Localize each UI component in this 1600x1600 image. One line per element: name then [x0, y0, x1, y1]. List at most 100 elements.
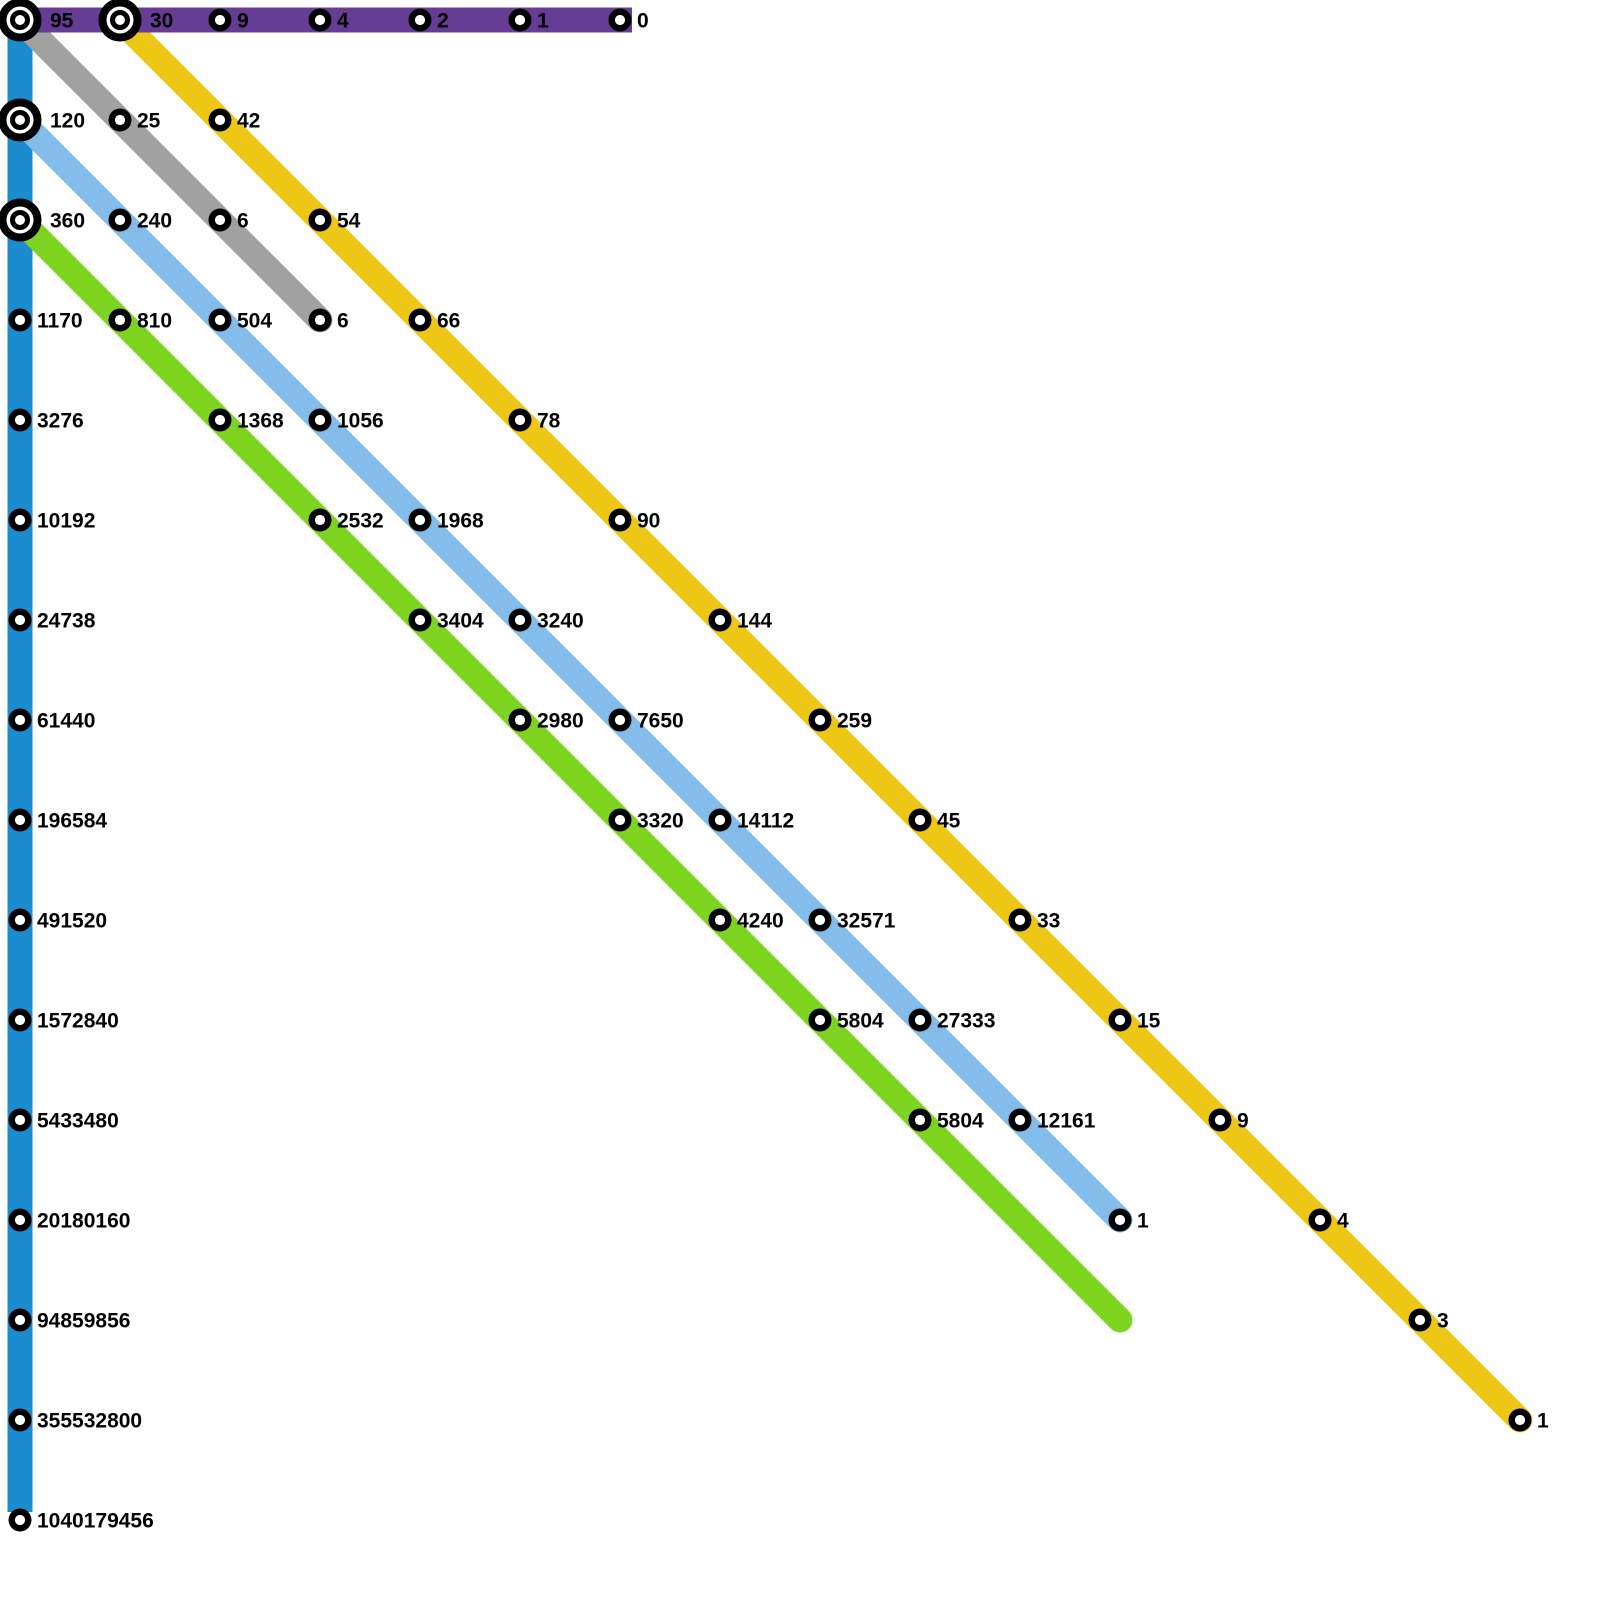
station-label-42: 42 — [237, 110, 260, 133]
station-66: 66 — [408, 308, 460, 333]
station-ring — [608, 808, 632, 832]
station-ring — [108, 208, 132, 232]
station-1: 1 — [1508, 1408, 1549, 1433]
station-label-2: 2 — [437, 10, 449, 33]
station-ring — [8, 1108, 32, 1132]
station-ring — [108, 108, 132, 132]
station-5804: 5804 — [908, 1108, 984, 1133]
station-label-78: 78 — [537, 410, 561, 433]
station-ring — [208, 108, 232, 132]
station-label-1056: 1056 — [337, 410, 384, 433]
station-label-0: 0 — [637, 10, 649, 33]
station-1368: 1368 — [208, 408, 284, 433]
station-label-144: 144 — [737, 610, 772, 633]
station-label-259: 259 — [837, 710, 872, 733]
station-ring — [208, 208, 232, 232]
station-0: 0 — [608, 8, 649, 33]
station-label-4240: 4240 — [737, 910, 784, 933]
station-label-360: 360 — [50, 210, 85, 233]
station-9: 9 — [1208, 1108, 1249, 1133]
station-ring — [1508, 1408, 1532, 1432]
station-1: 1 — [1108, 1208, 1149, 1233]
station-3: 3 — [1408, 1308, 1449, 1333]
station-label-1: 1 — [1537, 1410, 1549, 1433]
station-label-20180160: 20180160 — [37, 1210, 130, 1233]
station-4: 4 — [1308, 1208, 1349, 1233]
station-ring — [208, 408, 232, 432]
station-15: 15 — [1108, 1008, 1161, 1033]
station-3240: 3240 — [508, 608, 584, 633]
station-1968: 1968 — [408, 508, 484, 533]
station-label-1572840: 1572840 — [37, 1010, 119, 1033]
station-24738: 24738 — [8, 608, 96, 633]
station-label-45: 45 — [937, 810, 961, 833]
station-ring — [8, 408, 32, 432]
station-label-6: 6 — [337, 310, 349, 333]
station-ring — [908, 1108, 932, 1132]
station-54: 54 — [308, 208, 361, 233]
line-lightblue — [7, 107, 1133, 1233]
station-1040179456: 1040179456 — [8, 1508, 154, 1533]
station-label-1368: 1368 — [237, 410, 284, 433]
station-491520: 491520 — [8, 908, 107, 933]
station-ring — [708, 908, 732, 932]
station-label-33: 33 — [1037, 910, 1060, 933]
station-ring — [8, 1208, 32, 1232]
interchange-inner-ring — [110, 10, 130, 30]
interchange-inner-ring — [10, 110, 30, 130]
station-label-24738: 24738 — [37, 610, 96, 633]
station-label-10192: 10192 — [37, 510, 95, 533]
station-ring — [808, 908, 832, 932]
station-ring — [308, 208, 332, 232]
station-1170: 1170 — [8, 308, 83, 333]
station-2532: 2532 — [308, 508, 384, 533]
station-label-25: 25 — [137, 110, 161, 133]
station-ring — [1308, 1208, 1332, 1232]
station-label-3240: 3240 — [537, 610, 584, 633]
station-ring — [308, 8, 332, 32]
station-label-1: 1 — [1137, 1210, 1149, 1233]
interchange-station-360: 360 — [0, 198, 85, 242]
station-ring — [1408, 1308, 1432, 1332]
station-label-61440: 61440 — [37, 710, 95, 733]
station-label-5804: 5804 — [937, 1110, 984, 1133]
station-90: 90 — [608, 508, 660, 533]
station-ring — [208, 8, 232, 32]
station-label-27333: 27333 — [937, 1010, 995, 1033]
station-20180160: 20180160 — [8, 1208, 130, 1233]
station-label-504: 504 — [237, 310, 272, 333]
station-label-7650: 7650 — [637, 710, 684, 733]
station-ring — [608, 708, 632, 732]
station-label-120: 120 — [50, 110, 85, 133]
station-ring — [8, 1508, 32, 1532]
station-label-3320: 3320 — [637, 810, 684, 833]
station-ring — [308, 408, 332, 432]
station-78: 78 — [508, 408, 561, 433]
station-label-9: 9 — [1237, 1110, 1249, 1133]
station-ring — [708, 608, 732, 632]
station-ring — [8, 808, 32, 832]
station-label-95: 95 — [50, 10, 74, 33]
station-label-32571: 32571 — [837, 910, 896, 933]
station-ring — [8, 1308, 32, 1332]
station-ring — [8, 508, 32, 532]
station-ring — [808, 708, 832, 732]
station-25: 25 — [108, 108, 161, 133]
station-label-1040179456: 1040179456 — [37, 1510, 154, 1533]
station-6: 6 — [208, 208, 249, 233]
station-ring — [508, 8, 532, 32]
station-2: 2 — [408, 8, 449, 33]
station-label-810: 810 — [137, 310, 172, 333]
station-ring — [8, 908, 32, 932]
station-ring — [508, 608, 532, 632]
station-ring — [508, 708, 532, 732]
interchange-station-95: 95 — [0, 0, 74, 42]
station-1056: 1056 — [308, 408, 384, 433]
station-3320: 3320 — [608, 808, 684, 833]
station-ring — [408, 8, 432, 32]
station-ring — [508, 408, 532, 432]
station-ring — [1108, 1008, 1132, 1032]
station-label-3404: 3404 — [437, 610, 484, 633]
station-ring — [308, 508, 332, 532]
interchange-inner-ring — [10, 210, 30, 230]
